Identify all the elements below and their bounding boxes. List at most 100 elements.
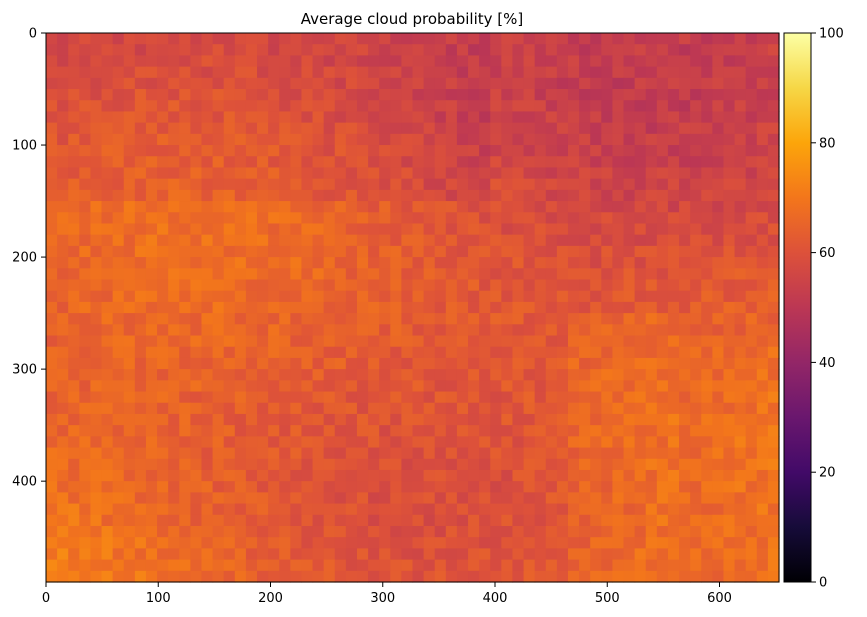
heatmap-cell	[379, 357, 391, 370]
heatmap-cell	[612, 537, 625, 549]
heatmap-cell	[323, 89, 336, 101]
heatmap-cell	[268, 122, 280, 135]
heatmap-cell	[601, 89, 614, 101]
heatmap-cell	[423, 514, 436, 527]
heatmap-cell	[101, 380, 114, 393]
heatmap-cell	[734, 413, 747, 426]
heatmap-cell	[312, 44, 325, 56]
heatmap-cell	[368, 525, 380, 538]
heatmap-cell	[545, 369, 558, 381]
heatmap-cell	[501, 201, 514, 213]
heatmap-cell	[290, 122, 303, 135]
heatmap-cell	[301, 324, 314, 337]
heatmap-cell	[401, 391, 414, 404]
heatmap-cell	[368, 290, 380, 303]
heatmap-cell	[390, 145, 402, 157]
heatmap-cell	[701, 279, 713, 292]
heatmap-cell	[112, 223, 125, 236]
heatmap-cell	[268, 559, 280, 572]
heatmap-cell	[179, 156, 191, 169]
heatmap-cell	[745, 189, 758, 202]
heatmap-cell	[190, 469, 203, 482]
heatmap-cell	[212, 234, 225, 247]
heatmap-cell	[134, 492, 147, 505]
heatmap-cell	[134, 223, 147, 236]
heatmap-cell	[623, 66, 636, 79]
heatmap-cell	[734, 301, 747, 314]
heatmap-cell	[68, 279, 80, 292]
heatmap-cell	[245, 313, 258, 325]
heatmap-cell	[46, 346, 58, 359]
heatmap-cell	[390, 66, 402, 79]
heatmap-cell	[523, 178, 536, 191]
heatmap-cell	[512, 413, 525, 426]
heatmap-cell	[701, 55, 713, 68]
heatmap-cell	[512, 122, 525, 135]
heatmap-cell	[345, 212, 358, 225]
heatmap-cell	[590, 469, 602, 482]
heatmap-cell	[212, 346, 225, 359]
heatmap-cell	[567, 223, 580, 236]
heatmap-cell	[579, 133, 591, 146]
heatmap-cell	[157, 313, 169, 325]
heatmap-cell	[412, 503, 425, 516]
heatmap-cell	[734, 525, 747, 538]
heatmap-cell	[690, 223, 702, 236]
heatmap-cell	[456, 469, 469, 482]
heatmap-cell	[612, 447, 625, 460]
heatmap-cell	[234, 212, 247, 225]
heatmap-cell	[279, 570, 291, 583]
heatmap-cell	[212, 100, 225, 113]
heatmap-cell	[157, 469, 169, 482]
heatmap-cell	[390, 133, 402, 146]
heatmap-cell	[368, 503, 380, 516]
heatmap-cell	[734, 447, 747, 460]
heatmap-cell	[279, 290, 291, 303]
heatmap-cell	[456, 436, 469, 449]
heatmap-cell	[79, 447, 92, 460]
heatmap-cell	[523, 89, 536, 101]
heatmap-cell	[57, 503, 69, 516]
heatmap-cell	[523, 77, 536, 90]
heatmap-cell	[512, 156, 525, 169]
heatmap-cell	[223, 245, 236, 258]
heatmap-cell	[79, 133, 92, 146]
heatmap-cell	[223, 122, 236, 135]
heatmap-cell	[201, 156, 214, 169]
heatmap-cell	[634, 201, 647, 213]
heatmap-cell	[79, 503, 92, 516]
heatmap-cell	[479, 223, 491, 236]
heatmap-cell	[679, 369, 691, 381]
heatmap-cell	[534, 167, 547, 180]
heatmap-cell	[356, 436, 369, 449]
heatmap-cell	[312, 89, 325, 101]
heatmap-cell	[634, 77, 647, 90]
heatmap-cell	[601, 234, 614, 247]
heatmap-cell	[612, 55, 625, 68]
heatmap-cell	[756, 492, 769, 505]
y-tick-label: 400	[12, 475, 37, 490]
heatmap-cell	[279, 436, 291, 449]
heatmap-cell	[690, 268, 702, 281]
heatmap-cell	[623, 525, 636, 538]
heatmap-cell	[501, 514, 514, 527]
heatmap-cell	[490, 77, 502, 90]
heatmap-cell	[534, 357, 547, 370]
heatmap-cell	[712, 301, 725, 314]
heatmap-cell	[712, 145, 725, 157]
heatmap-cell	[445, 380, 458, 393]
heatmap-cell	[223, 458, 236, 471]
heatmap-cell	[479, 425, 491, 437]
heatmap-cell	[334, 257, 347, 269]
heatmap-cell	[356, 55, 369, 68]
heatmap-cell	[745, 458, 758, 471]
heatmap-cell	[734, 77, 747, 90]
heatmap-cell	[556, 425, 569, 437]
heatmap-cell	[723, 257, 736, 269]
heatmap-cell	[556, 223, 569, 236]
heatmap-cell	[701, 77, 713, 90]
heatmap-cell	[645, 66, 658, 79]
heatmap-cell	[257, 391, 269, 404]
heatmap-cell	[468, 458, 480, 471]
heatmap-cell	[356, 201, 369, 213]
